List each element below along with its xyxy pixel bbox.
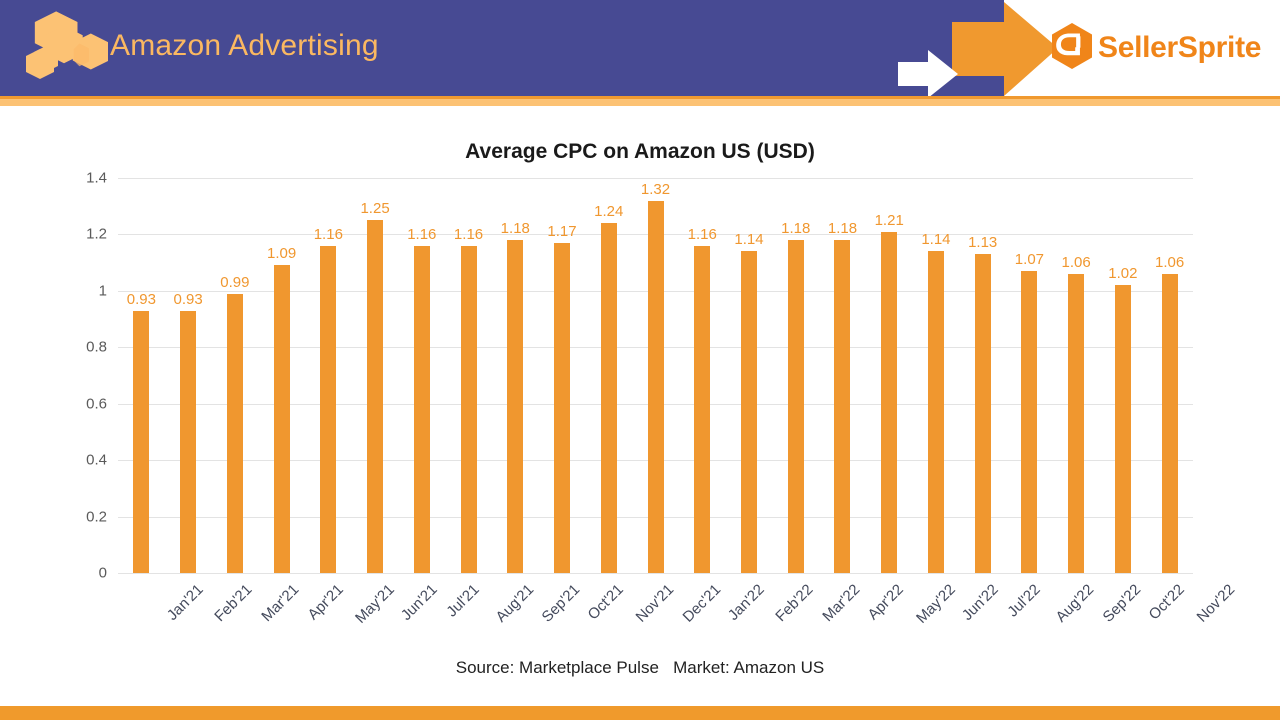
bar-value-label: 1.18	[781, 220, 811, 238]
x-axis-tick-label: Jul'21	[443, 581, 483, 621]
bar-value-label: 1.14	[921, 231, 951, 249]
chart-gridline	[118, 178, 1193, 179]
bar-value-label: 1.07	[1014, 251, 1045, 269]
x-axis-tick-label: Feb'21	[211, 581, 256, 626]
chart-container: Average CPC on Amazon US (USD) 0 0.2 0.4 0.…	[0, 106, 1280, 706]
chart-bar[interactable]	[694, 245, 711, 573]
chart-bar[interactable]	[273, 265, 290, 573]
chart-bar[interactable]	[834, 240, 851, 573]
x-axis-tick-label: Sep'22	[1099, 581, 1145, 626]
bar-value-label: 1.17	[547, 222, 577, 240]
chart-bar[interactable]	[740, 251, 757, 573]
chart-gridline	[118, 573, 1193, 574]
x-axis-tick-label: Dec'21	[679, 581, 724, 626]
bar-value-label: 1.21	[874, 211, 904, 229]
sellersprite-logo[interactable]: SellerSprite	[1050, 18, 1261, 78]
y-axis-tick-label: 0.6	[86, 395, 107, 413]
chart-bar[interactable]	[320, 245, 337, 573]
bar-value-label: 1.18	[827, 220, 858, 238]
x-axis-tick-label: Nov'22	[1193, 581, 1238, 626]
y-axis-tick-label: 1.4	[86, 169, 107, 187]
chart-bar[interactable]	[413, 245, 430, 573]
chart-bar[interactable]	[1161, 273, 1178, 573]
y-axis-tick-label: 0.2	[86, 508, 107, 526]
y-axis-tick-label: 0.8	[86, 338, 107, 356]
chart-bar[interactable]	[1114, 285, 1131, 573]
x-axis-tick-label: Sep'21	[538, 581, 584, 626]
sellersprite-hexagon-s-icon	[1050, 22, 1094, 75]
chart-bar[interactable]	[647, 200, 664, 573]
chart-plot-area: 0 0.2 0.4 0.6 0.8 1 1.2 1.4 0.93 Jan'21 0.93 Feb'21…	[86, 170, 1238, 627]
x-axis-tick-label: Mar'22	[818, 581, 864, 626]
chart-bar[interactable]	[1068, 273, 1085, 573]
white-arrow-icon	[898, 50, 958, 98]
x-axis-tick-label: Feb'22	[772, 581, 817, 626]
bar-value-label: 1.24	[594, 203, 624, 221]
x-axis-tick-label: Nov'21	[632, 581, 678, 626]
y-axis-tick-label: 1	[98, 282, 107, 300]
x-axis-tick-label: Apr'21	[304, 581, 347, 624]
x-axis-tick-label: May'22	[913, 581, 960, 627]
chart-bar[interactable]	[787, 240, 804, 573]
bar-value-label: 0.99	[220, 273, 250, 291]
header-rule-light	[0, 99, 1280, 106]
bar-value-label: 1.02	[1108, 265, 1138, 283]
bar-value-label: 1.13	[968, 234, 998, 252]
sellersprite-wordmark: SellerSprite	[1098, 31, 1262, 64]
orange-arrow-icon	[952, 2, 1058, 96]
page-header: Amazon Advertising SellerSprite	[0, 0, 1280, 98]
x-axis-tick-label: Mar'21	[258, 581, 303, 626]
brand-title: Amazon Advertising	[110, 29, 379, 62]
bar-value-label: 1.06	[1061, 253, 1091, 271]
chart-bar[interactable]	[133, 310, 150, 573]
bar-value-label: 0.93	[173, 290, 203, 308]
chart-bar[interactable]	[600, 223, 617, 573]
bar-value-label: 1.14	[734, 231, 764, 249]
source-note: Source: Marketplace Pulse Market: Amazon…	[455, 658, 825, 677]
bar-value-label: 1.16	[407, 225, 437, 243]
chart-bar[interactable]	[927, 251, 944, 573]
bar-value-label: 0.93	[126, 290, 156, 308]
footer-rule	[0, 706, 1280, 720]
x-axis-tick-label: May'21	[352, 581, 399, 627]
x-axis-tick-label: Jun'22	[958, 581, 1002, 624]
bar-value-label: 1.09	[266, 245, 297, 263]
chart-bar[interactable]	[507, 240, 524, 573]
chart-bar[interactable]	[554, 242, 571, 573]
y-axis-tick-label: 0	[98, 564, 107, 582]
chart-bar[interactable]	[974, 254, 991, 573]
chart-bar[interactable]	[1021, 271, 1038, 573]
x-axis-tick-label: Jul'22	[1004, 581, 1044, 621]
x-axis-tick-label: Aug'21	[492, 581, 537, 626]
chart-bar[interactable]	[180, 310, 197, 573]
x-axis-tick-label: Aug'22	[1052, 581, 1098, 626]
x-axis-tick-label: Jun'21	[397, 581, 441, 624]
bar-value-label: 1.16	[453, 225, 484, 243]
x-axis-tick-label: Jan'22	[725, 581, 768, 624]
amazon-advertising-hexagons-logo	[12, 8, 109, 92]
x-axis-tick-label: Oct'22	[1145, 581, 1188, 624]
x-axis-tick-label: Jan'21	[164, 581, 208, 624]
chart-bar[interactable]	[460, 245, 477, 573]
y-axis-tick-label: 1.2	[86, 225, 107, 243]
x-axis-tick-label: Oct'21	[584, 581, 627, 624]
chart-bar[interactable]	[226, 293, 243, 573]
header-arrows-graphic	[890, 0, 1060, 98]
chart-title: Average CPC on Amazon US (USD)	[465, 140, 815, 163]
bar-value-label: 1.16	[687, 225, 717, 243]
bar-value-label: 1.32	[640, 180, 671, 198]
chart-bar[interactable]	[881, 231, 898, 573]
bar-value-label: 1.16	[313, 225, 343, 243]
chart-bar[interactable]	[367, 220, 384, 573]
bar-value-label: 1.18	[500, 220, 530, 238]
x-axis-tick-label: Apr'22	[865, 581, 908, 624]
y-axis-tick-label: 0.4	[86, 451, 107, 469]
bar-value-label: 1.06	[1155, 253, 1185, 271]
header-rule-dark	[0, 96, 1280, 99]
bar-value-label: 1.25	[360, 200, 390, 218]
